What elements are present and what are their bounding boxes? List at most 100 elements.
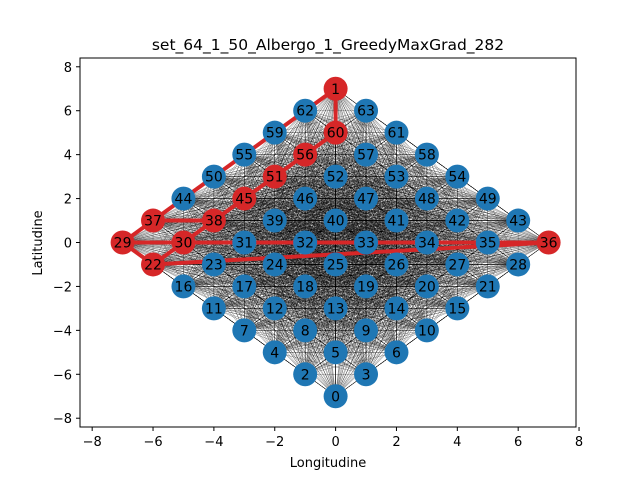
node-44: 44 [171, 186, 196, 211]
node-marker [262, 208, 287, 233]
y-tick-label: −2 [53, 280, 72, 295]
y-tick-label: 0 [64, 237, 72, 252]
graph-edge [183, 286, 397, 309]
graph-edge [122, 242, 336, 265]
node-label: 11 [205, 301, 223, 317]
node-59: 59 [262, 120, 287, 145]
graph-edge [183, 198, 336, 221]
node-marker [232, 318, 257, 343]
graph-edge [244, 330, 397, 353]
graph-edge [183, 198, 458, 221]
node-marker [506, 252, 531, 277]
node-marker [384, 296, 409, 321]
node-label: 54 [448, 170, 466, 186]
node-48: 48 [414, 186, 439, 211]
node-marker [232, 230, 257, 255]
graph-edge [213, 176, 488, 199]
node-39: 39 [262, 208, 287, 233]
y-axis-label: Latitudine [31, 210, 46, 275]
node-marker [323, 252, 348, 277]
node-label: 4 [270, 345, 279, 361]
node-marker [384, 340, 409, 365]
node-37: 37 [141, 208, 166, 233]
node-40: 40 [323, 208, 348, 233]
node-54: 54 [445, 164, 470, 189]
node-label: 63 [357, 104, 375, 120]
node-marker [323, 296, 348, 321]
node-55: 55 [232, 142, 257, 167]
node-marker [201, 252, 226, 277]
node-56: 56 [293, 142, 318, 167]
graph-edge [305, 154, 458, 177]
graph-edge [213, 308, 427, 331]
node-label: 56 [296, 148, 314, 164]
node-marker [536, 230, 561, 255]
node-4: 4 [262, 340, 287, 365]
node-35: 35 [475, 230, 500, 255]
node-marker [232, 142, 257, 167]
node-20: 20 [414, 274, 439, 299]
node-6: 6 [384, 340, 409, 365]
node-18: 18 [293, 274, 318, 299]
y-tick-label: −4 [53, 324, 72, 339]
node-marker [171, 186, 196, 211]
node-marker [141, 208, 166, 233]
node-51: 51 [262, 164, 287, 189]
graph-edge [152, 264, 245, 287]
node-marker [323, 384, 348, 409]
node-marker [293, 98, 318, 123]
node-2: 2 [293, 362, 318, 387]
node-marker [445, 296, 470, 321]
node-5: 5 [323, 340, 348, 365]
node-label: 20 [418, 279, 436, 295]
graph-edge [244, 154, 458, 177]
node-30: 30 [171, 230, 196, 255]
graph-edge [244, 154, 397, 177]
node-label: 60 [327, 126, 345, 142]
node-label: 46 [296, 192, 314, 208]
graph-edge [305, 198, 519, 221]
node-3: 3 [354, 362, 379, 387]
node-label: 24 [266, 257, 284, 273]
node-24: 24 [262, 252, 287, 277]
node-12: 12 [262, 296, 287, 321]
node-label: 39 [266, 214, 284, 230]
node-25: 25 [323, 252, 348, 277]
node-label: 55 [235, 148, 253, 164]
node-label: 0 [331, 389, 340, 405]
node-marker [171, 230, 196, 255]
node-label: 26 [388, 257, 406, 273]
y-axis-ticks: −8 −6 −4 −2 0 2 4 6 8 [53, 61, 80, 427]
graph-edge [213, 176, 367, 199]
node-label: 16 [175, 279, 193, 295]
node-label: 1 [331, 82, 340, 98]
graph-edge [274, 308, 427, 331]
node-marker [232, 274, 257, 299]
node-42: 42 [445, 208, 470, 233]
node-32: 32 [293, 230, 318, 255]
x-axis-ticks: −8 −6 −4 −2 0 2 4 6 8 [83, 427, 583, 450]
graph-edge [305, 242, 519, 265]
node-marker [384, 164, 409, 189]
node-50: 50 [201, 164, 226, 189]
node-label: 53 [388, 170, 406, 186]
graph-edge [153, 220, 306, 243]
node-16: 16 [171, 274, 196, 299]
node-38: 38 [201, 208, 226, 233]
node-label: 27 [448, 257, 466, 273]
node-label: 45 [235, 192, 253, 208]
y-tick-label: 8 [64, 61, 72, 76]
node-marker [414, 142, 439, 167]
graph-edge [335, 220, 549, 243]
node-marker [323, 208, 348, 233]
node-label: 51 [266, 170, 284, 186]
node-22: 22 [141, 252, 166, 277]
graph-edge [183, 286, 458, 309]
node-marker [293, 142, 318, 167]
node-marker [475, 230, 500, 255]
node-52: 52 [323, 164, 348, 189]
node-marker [384, 252, 409, 277]
node-label: 58 [418, 148, 436, 164]
node-marker [445, 252, 470, 277]
graph-edge [213, 264, 488, 287]
